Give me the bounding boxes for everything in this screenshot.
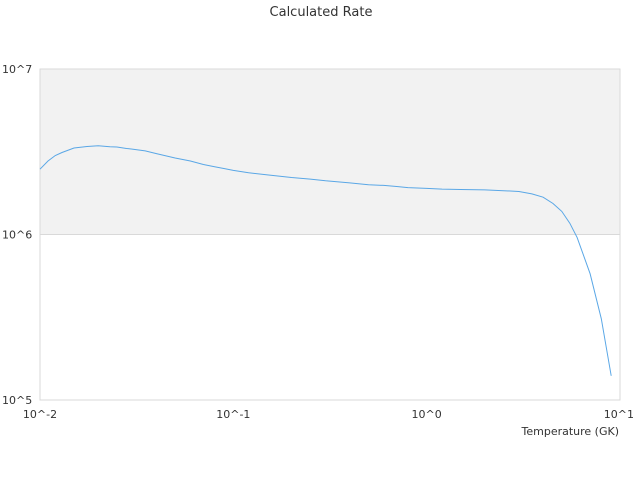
plot-area-border xyxy=(39,68,621,401)
y-tick-label: 10^6 xyxy=(2,229,32,242)
x-tick-label: 10^-1 xyxy=(216,408,250,421)
chart-title: Calculated Rate xyxy=(270,5,373,20)
series-line xyxy=(39,145,612,376)
x-tick-label: 10^1 xyxy=(604,408,634,421)
shaded-band xyxy=(40,69,620,235)
x-tick-label: 10^0 xyxy=(412,408,442,421)
x-axis-label: Temperature (GK) xyxy=(521,425,620,438)
x-tick-labels: 10^-2 10^-1 10^0 10^1 xyxy=(23,408,634,421)
x-tick-label: 10^-2 xyxy=(23,408,57,421)
y-tick-label: 10^5 xyxy=(2,394,32,407)
y-tick-labels: 10^5 10^6 10^7 xyxy=(2,63,32,407)
y-tick-label: 10^7 xyxy=(2,63,32,76)
